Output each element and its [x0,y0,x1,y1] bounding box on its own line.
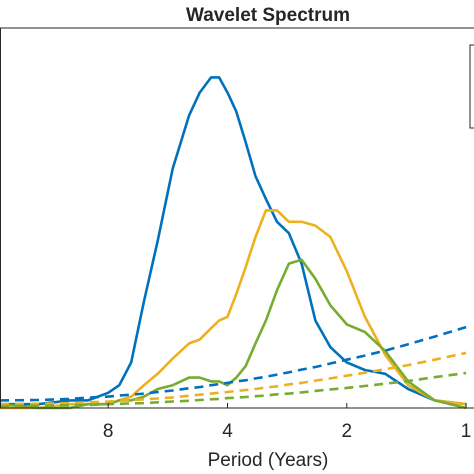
series-line [0,209,467,410]
x-tick-label: 8 [103,421,114,442]
x-tick-label: 2 [341,421,352,442]
series-line [0,371,467,408]
x-tick-label: 1 [461,421,472,442]
legend-box [469,44,474,129]
plot-area [0,76,467,410]
series-line [0,325,467,402]
x-axis-label: Period (Years) [208,450,329,471]
x-tick-label: 4 [222,421,233,442]
series-line [0,351,467,406]
chart-title: Wavelet Spectrum [186,5,350,26]
axes-frame [0,27,474,409]
series-line [0,76,467,406]
series-line [0,258,467,410]
